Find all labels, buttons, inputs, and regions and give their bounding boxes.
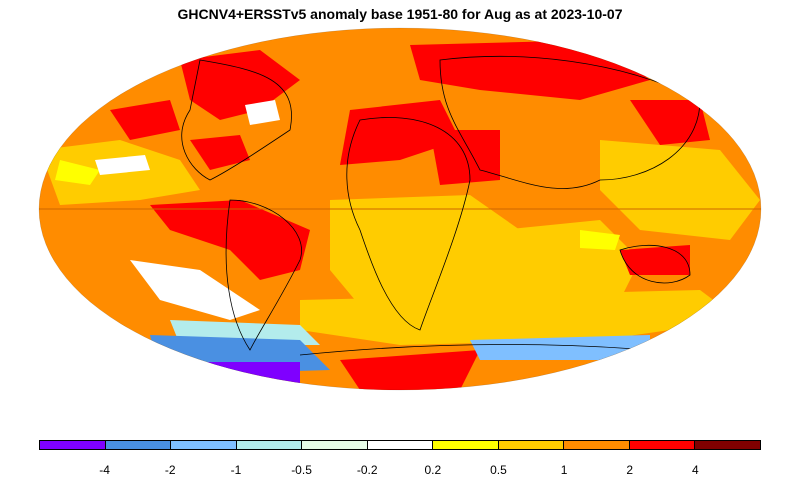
antarctica-very-cold — [200, 362, 300, 390]
legend-tick-label: -2 — [164, 463, 176, 477]
legend-tick-label: 2 — [626, 463, 634, 477]
north-pacific-hot — [110, 100, 180, 140]
legend-swatch — [564, 441, 630, 449]
north-pacific-yellow — [580, 230, 620, 250]
antarctica-hot — [340, 350, 480, 390]
legend-tick-label: 0.5 — [490, 463, 507, 477]
color-scale-bar — [39, 440, 761, 450]
southern-warm-band — [300, 290, 740, 345]
globe-outline — [38, 27, 762, 391]
east-asia-hot — [630, 100, 710, 145]
south-america-hot — [150, 200, 310, 280]
legend-swatch — [105, 441, 172, 449]
legend-tick-label: -4 — [99, 463, 110, 477]
coastlines — [181, 55, 701, 356]
legend-swatch — [498, 441, 565, 449]
legend-tick-label: 0.2 — [424, 463, 442, 477]
legend-tick-label: -1 — [230, 463, 242, 477]
east-pacific-yellow — [55, 160, 100, 185]
pacific-warm — [600, 140, 760, 240]
legend-swatch — [40, 441, 106, 449]
europe-hot — [340, 100, 460, 165]
legend-tick-label: -0.2 — [356, 463, 378, 477]
north-pacific-cool — [95, 155, 150, 175]
legend-swatch — [302, 441, 368, 449]
map-fill — [39, 28, 761, 390]
legend-swatch — [171, 441, 237, 449]
legend-swatch — [433, 441, 499, 449]
north-atlantic-cool — [245, 100, 280, 125]
legend-tick-label: -0.5 — [291, 463, 312, 477]
legend-swatch — [629, 441, 696, 449]
legend-tick-label: 4 — [692, 463, 699, 477]
legend-swatch — [367, 441, 434, 449]
middle-east-hot — [430, 130, 500, 185]
south-atlantic-cool — [130, 260, 260, 320]
australia-hot — [620, 245, 690, 275]
legend-tick-label: 1 — [560, 463, 568, 477]
legend-swatch — [695, 441, 761, 449]
anomaly-map — [38, 27, 762, 391]
map-title: GHCNV4+ERSSTv5 anomaly base 1951-80 for … — [177, 6, 623, 22]
antarctica-cold-east — [470, 335, 650, 360]
legend-swatch — [236, 441, 303, 449]
north-america-south-hot — [190, 135, 250, 170]
